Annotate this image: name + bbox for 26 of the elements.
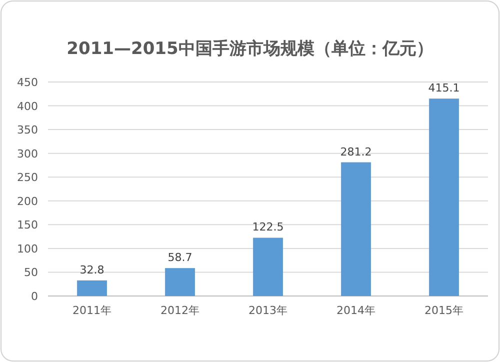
y-tick-label: 450 [17, 76, 38, 89]
x-tick-label: 2013年 [248, 304, 288, 317]
y-tick-label: 50 [24, 266, 38, 280]
data-label: 122.5 [252, 220, 284, 234]
bar [165, 268, 195, 296]
y-tick-label: 200 [17, 194, 38, 208]
y-tick-label: 300 [17, 147, 38, 160]
data-label: 415.1 [428, 82, 460, 95]
bar [429, 98, 459, 296]
bar [253, 238, 283, 296]
x-tick-label: 2015年 [424, 304, 464, 317]
bar [77, 280, 107, 296]
x-tick-label: 2012年 [160, 304, 200, 317]
y-tick-label: 150 [17, 218, 38, 232]
chart-title: 2011—2015中国手游市场规模（单位：亿元） [66, 39, 434, 59]
data-label: 58.7 [168, 251, 192, 264]
data-label: 32.8 [80, 263, 104, 276]
x-tick-label: 2014年 [336, 304, 376, 317]
bar [341, 162, 371, 296]
y-tick-label: 250 [17, 171, 38, 184]
x-tick-label: 2011年 [72, 304, 112, 317]
y-tick-label: 400 [17, 100, 38, 113]
y-tick-label: 0 [31, 290, 38, 303]
data-label: 281.2 [340, 145, 372, 158]
y-tick-label: 100 [17, 242, 38, 256]
y-tick-label: 350 [17, 124, 38, 137]
